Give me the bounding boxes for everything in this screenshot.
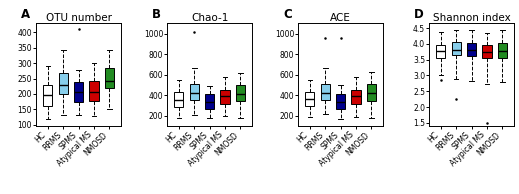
PathPatch shape bbox=[305, 92, 315, 106]
PathPatch shape bbox=[105, 68, 114, 88]
Title: OTU number: OTU number bbox=[46, 12, 112, 23]
PathPatch shape bbox=[367, 84, 376, 101]
Text: B: B bbox=[152, 8, 161, 21]
PathPatch shape bbox=[189, 84, 199, 100]
PathPatch shape bbox=[43, 85, 52, 106]
Text: C: C bbox=[283, 8, 292, 21]
PathPatch shape bbox=[482, 45, 491, 58]
Title: ACE: ACE bbox=[330, 12, 351, 23]
PathPatch shape bbox=[174, 92, 183, 107]
Text: D: D bbox=[414, 8, 424, 21]
PathPatch shape bbox=[351, 90, 361, 104]
PathPatch shape bbox=[436, 45, 445, 58]
PathPatch shape bbox=[467, 43, 476, 56]
Title: Shannon index: Shannon index bbox=[433, 12, 510, 23]
PathPatch shape bbox=[498, 43, 507, 58]
PathPatch shape bbox=[89, 81, 99, 101]
Title: Chao-1: Chao-1 bbox=[191, 12, 228, 23]
PathPatch shape bbox=[452, 42, 461, 55]
PathPatch shape bbox=[336, 94, 345, 109]
PathPatch shape bbox=[59, 73, 68, 94]
PathPatch shape bbox=[74, 82, 83, 101]
PathPatch shape bbox=[321, 84, 330, 100]
PathPatch shape bbox=[221, 90, 229, 104]
PathPatch shape bbox=[205, 94, 214, 109]
PathPatch shape bbox=[236, 85, 245, 101]
Text: A: A bbox=[21, 8, 30, 21]
